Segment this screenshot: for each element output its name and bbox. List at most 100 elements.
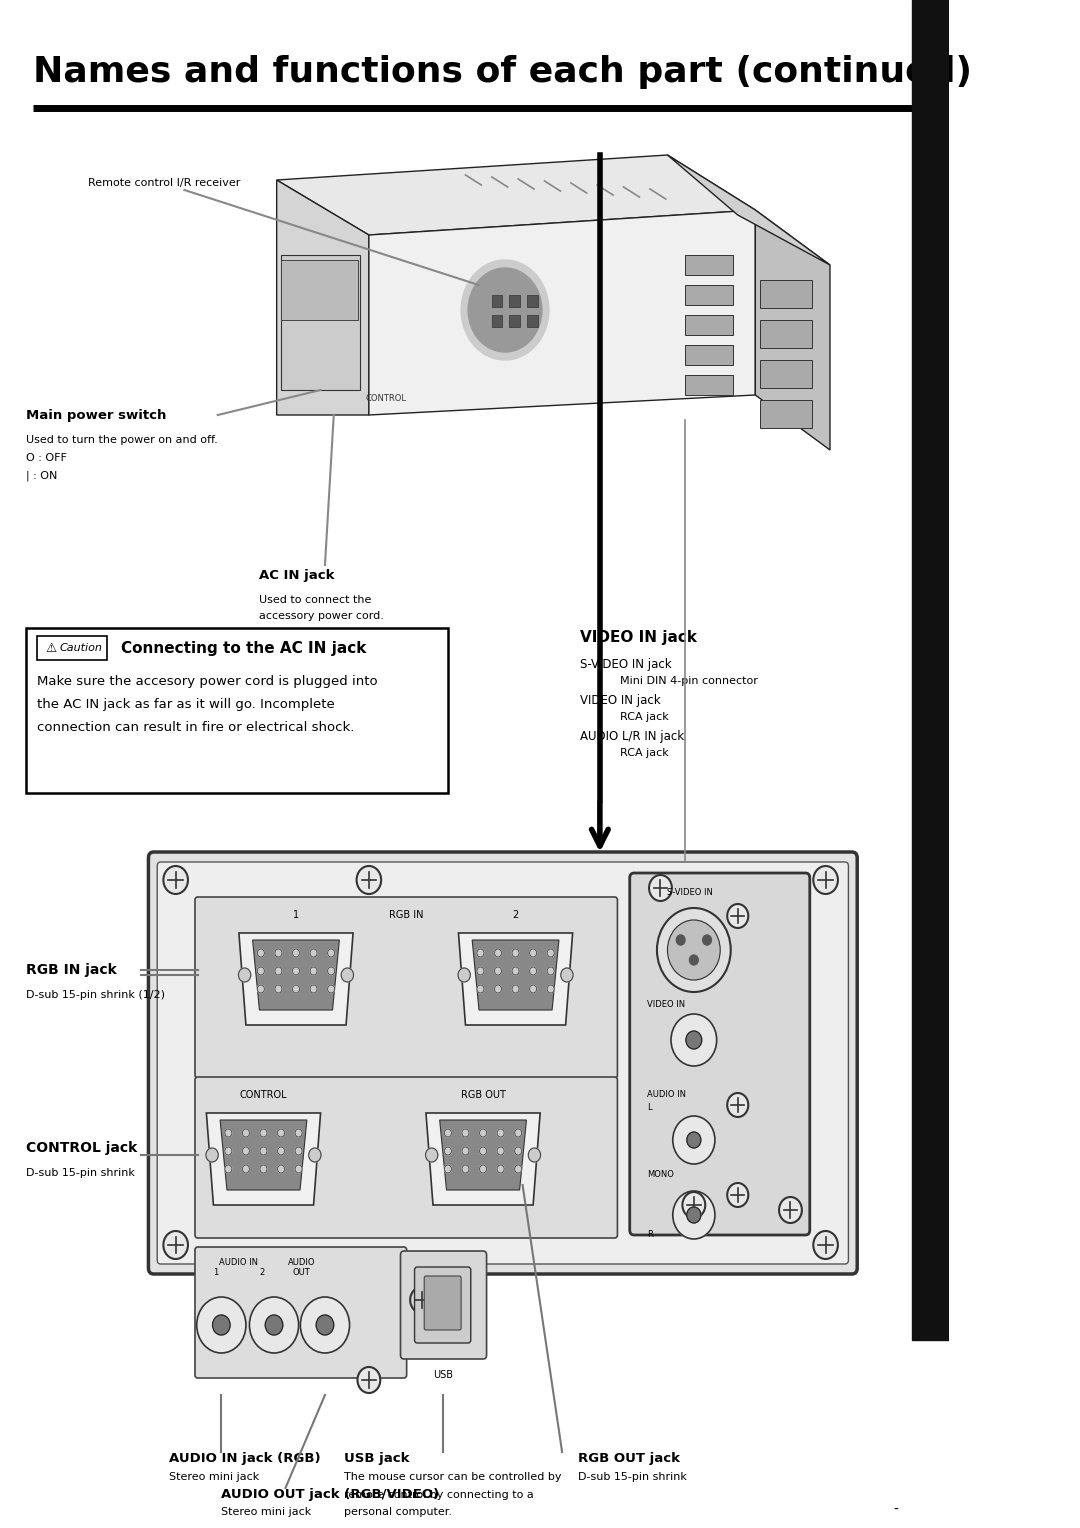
Polygon shape xyxy=(459,934,572,1025)
Circle shape xyxy=(225,1164,232,1174)
FancyBboxPatch shape xyxy=(195,1077,618,1238)
Bar xyxy=(26,628,448,793)
Circle shape xyxy=(278,1148,284,1155)
Circle shape xyxy=(512,949,519,957)
Circle shape xyxy=(495,986,501,993)
Text: 1: 1 xyxy=(214,1268,218,1277)
Text: | : ON: | : ON xyxy=(26,471,57,480)
Circle shape xyxy=(497,1148,504,1155)
Circle shape xyxy=(673,1115,715,1164)
Circle shape xyxy=(529,949,537,957)
Circle shape xyxy=(341,969,353,983)
Circle shape xyxy=(242,1164,249,1174)
Circle shape xyxy=(687,1207,701,1222)
FancyBboxPatch shape xyxy=(630,872,810,1235)
Circle shape xyxy=(495,949,501,957)
Circle shape xyxy=(242,1129,249,1137)
Circle shape xyxy=(813,1232,838,1259)
Circle shape xyxy=(495,967,501,975)
Circle shape xyxy=(295,1148,302,1155)
Polygon shape xyxy=(426,1112,540,1206)
Circle shape xyxy=(468,267,542,351)
Circle shape xyxy=(266,1316,283,1335)
Circle shape xyxy=(477,949,484,957)
Circle shape xyxy=(206,1148,218,1161)
Circle shape xyxy=(671,1015,717,1067)
Text: Used to turn the power on and off.: Used to turn the power on and off. xyxy=(26,435,218,445)
Circle shape xyxy=(649,876,672,902)
Circle shape xyxy=(257,967,265,975)
Circle shape xyxy=(529,967,537,975)
Bar xyxy=(685,315,733,335)
Text: Mini DIN 4-pin connector: Mini DIN 4-pin connector xyxy=(620,675,758,686)
Text: AUDIO IN: AUDIO IN xyxy=(647,1089,686,1099)
Text: Names and functions of each part (continued): Names and functions of each part (contin… xyxy=(33,55,972,89)
Circle shape xyxy=(512,986,519,993)
Bar xyxy=(281,260,359,319)
Text: Used to connect the: Used to connect the xyxy=(259,594,372,605)
Text: personal computer.: personal computer. xyxy=(345,1507,453,1517)
Bar xyxy=(685,286,733,306)
Circle shape xyxy=(278,1164,284,1174)
Circle shape xyxy=(548,967,554,975)
Circle shape xyxy=(444,1148,451,1155)
Text: VIDEO IN jack: VIDEO IN jack xyxy=(580,630,697,645)
Text: D-sub 15-pin shrink: D-sub 15-pin shrink xyxy=(26,1167,135,1178)
Circle shape xyxy=(197,1297,246,1352)
Circle shape xyxy=(673,1190,715,1239)
Circle shape xyxy=(480,1148,487,1155)
Polygon shape xyxy=(276,180,369,416)
Circle shape xyxy=(657,908,731,992)
Circle shape xyxy=(310,949,318,957)
Circle shape xyxy=(316,1316,334,1335)
Text: RGB IN jack: RGB IN jack xyxy=(26,963,117,976)
Bar xyxy=(37,636,107,660)
Circle shape xyxy=(667,920,720,979)
Text: 2: 2 xyxy=(512,911,518,920)
Circle shape xyxy=(260,1164,267,1174)
Text: AUDIO IN: AUDIO IN xyxy=(219,1258,258,1267)
Text: Remote control I/R receiver: Remote control I/R receiver xyxy=(87,177,240,188)
Circle shape xyxy=(213,1316,230,1335)
Text: S-VIDEO IN: S-VIDEO IN xyxy=(667,888,714,897)
Polygon shape xyxy=(276,154,755,235)
Text: OUT: OUT xyxy=(293,1268,310,1277)
Circle shape xyxy=(686,1031,702,1050)
Circle shape xyxy=(462,1148,469,1155)
Bar xyxy=(491,315,502,327)
Bar xyxy=(491,295,502,307)
FancyBboxPatch shape xyxy=(195,897,618,1077)
Circle shape xyxy=(461,260,549,361)
FancyBboxPatch shape xyxy=(148,853,858,1274)
Bar xyxy=(759,280,812,309)
Text: RCA jack: RCA jack xyxy=(620,712,669,723)
Circle shape xyxy=(327,949,335,957)
Text: AUDIO L/R IN jack: AUDIO L/R IN jack xyxy=(580,730,684,743)
Text: Stereo mini jack: Stereo mini jack xyxy=(221,1507,311,1517)
Circle shape xyxy=(426,1148,437,1161)
Circle shape xyxy=(676,935,685,944)
Circle shape xyxy=(462,1129,469,1137)
Text: D-sub 15-pin shrink: D-sub 15-pin shrink xyxy=(578,1471,687,1482)
Circle shape xyxy=(477,986,484,993)
Circle shape xyxy=(275,949,282,957)
Text: -: - xyxy=(893,1504,899,1517)
Circle shape xyxy=(444,1129,451,1137)
Circle shape xyxy=(260,1129,267,1137)
Circle shape xyxy=(257,986,265,993)
Polygon shape xyxy=(206,1112,321,1206)
Text: AUDIO: AUDIO xyxy=(287,1258,315,1267)
Circle shape xyxy=(275,986,282,993)
FancyBboxPatch shape xyxy=(401,1251,487,1358)
Text: L: L xyxy=(647,1103,652,1112)
Text: AUDIO OUT jack (RGB/VIDEO): AUDIO OUT jack (RGB/VIDEO) xyxy=(221,1488,440,1500)
Circle shape xyxy=(293,949,299,957)
Polygon shape xyxy=(253,940,339,1010)
Circle shape xyxy=(683,1192,705,1218)
Circle shape xyxy=(480,1164,487,1174)
FancyBboxPatch shape xyxy=(415,1267,471,1343)
Circle shape xyxy=(515,1164,522,1174)
Polygon shape xyxy=(220,1120,307,1190)
Polygon shape xyxy=(755,209,831,451)
Circle shape xyxy=(462,1164,469,1174)
